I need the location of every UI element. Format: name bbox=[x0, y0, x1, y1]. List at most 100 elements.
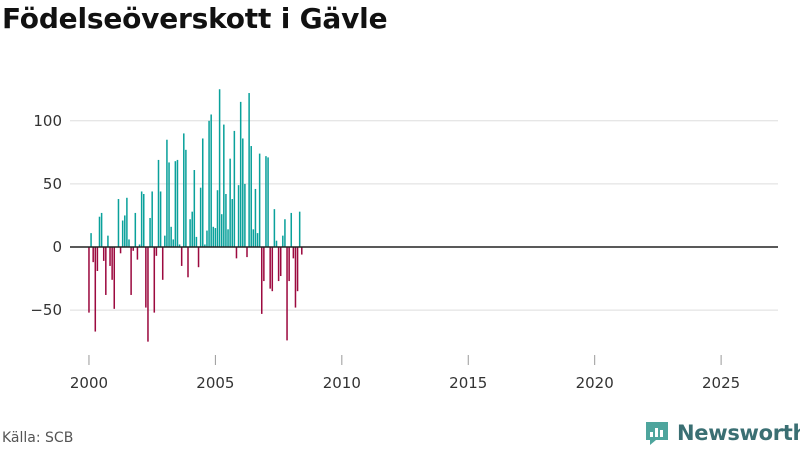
bar bbox=[164, 235, 166, 247]
bar bbox=[147, 247, 149, 342]
bar bbox=[92, 247, 94, 263]
newsworthy-logo-icon bbox=[646, 422, 668, 445]
bar bbox=[260, 247, 263, 314]
bar bbox=[273, 209, 276, 247]
bar bbox=[195, 236, 198, 247]
bar bbox=[105, 247, 107, 295]
bar bbox=[187, 247, 189, 278]
bar-chart: −50 0 50 100 2000 2005 2010 2015 2020 2025 bbox=[30, 89, 778, 392]
bar bbox=[155, 247, 158, 256]
bar bbox=[113, 247, 116, 309]
y-tick-label: −50 bbox=[30, 301, 62, 319]
x-tick-label: 2020 bbox=[576, 374, 614, 392]
bar bbox=[180, 247, 183, 266]
bar bbox=[279, 247, 282, 277]
bar bbox=[265, 156, 267, 247]
bar bbox=[166, 139, 168, 247]
bar bbox=[174, 161, 177, 247]
bar bbox=[189, 219, 191, 247]
bar bbox=[254, 188, 257, 247]
bar bbox=[301, 247, 303, 255]
bar bbox=[263, 247, 265, 282]
bar bbox=[136, 247, 139, 260]
bar bbox=[277, 247, 280, 282]
bar bbox=[140, 191, 143, 247]
bar bbox=[132, 247, 134, 251]
bar bbox=[246, 247, 248, 258]
bars bbox=[88, 89, 303, 342]
y-axis-labels: −50 0 50 100 bbox=[30, 112, 62, 319]
x-axis-labels: 2000 2005 2010 2015 2020 2025 bbox=[70, 374, 740, 392]
bar bbox=[235, 247, 238, 259]
bar bbox=[109, 247, 111, 266]
bar bbox=[252, 229, 255, 247]
bar bbox=[197, 247, 200, 268]
bar bbox=[208, 120, 210, 247]
bar bbox=[119, 247, 122, 254]
bar bbox=[290, 212, 293, 247]
bar bbox=[244, 183, 246, 247]
bar bbox=[100, 212, 103, 247]
bar bbox=[96, 247, 99, 271]
bar bbox=[212, 226, 215, 247]
bar bbox=[227, 229, 229, 247]
bar bbox=[126, 197, 128, 247]
bar bbox=[204, 244, 206, 247]
bar bbox=[218, 89, 221, 247]
bar bbox=[161, 247, 164, 280]
bar bbox=[256, 233, 259, 247]
bar bbox=[193, 170, 196, 247]
bar bbox=[153, 247, 156, 313]
bar bbox=[88, 247, 90, 313]
bar bbox=[239, 101, 242, 248]
bar bbox=[214, 228, 217, 247]
bar bbox=[286, 247, 288, 341]
x-tick-label: 2015 bbox=[449, 374, 487, 392]
bar bbox=[151, 191, 153, 247]
bar bbox=[296, 247, 299, 292]
bar bbox=[292, 247, 295, 259]
bar bbox=[107, 235, 109, 247]
gridlines bbox=[70, 120, 778, 311]
y-tick-label: 50 bbox=[43, 175, 62, 193]
x-axis-ticks bbox=[88, 355, 722, 365]
bar bbox=[237, 185, 240, 247]
bar bbox=[117, 199, 120, 247]
bar bbox=[170, 226, 172, 247]
bar bbox=[271, 247, 274, 292]
bar bbox=[98, 216, 101, 247]
bar bbox=[191, 211, 193, 247]
bar bbox=[231, 199, 234, 247]
bar bbox=[157, 159, 160, 247]
bar bbox=[183, 133, 185, 247]
bar bbox=[242, 138, 244, 247]
x-tick-label: 2010 bbox=[323, 374, 361, 392]
bar bbox=[282, 235, 284, 247]
bar bbox=[185, 149, 187, 247]
bar bbox=[134, 212, 137, 247]
bar bbox=[284, 219, 286, 247]
bar bbox=[159, 191, 162, 247]
bar bbox=[233, 130, 236, 247]
bar bbox=[269, 247, 271, 289]
bar bbox=[168, 162, 170, 247]
bar bbox=[288, 247, 290, 282]
bar bbox=[124, 215, 126, 247]
bar bbox=[267, 157, 269, 247]
bar bbox=[138, 244, 141, 247]
bar bbox=[111, 247, 113, 280]
bar bbox=[172, 239, 175, 247]
bar bbox=[94, 247, 97, 332]
bar bbox=[298, 211, 301, 247]
x-tick-label: 2000 bbox=[70, 374, 108, 392]
brand-logo: Newsworthy bbox=[643, 418, 800, 448]
x-tick-label: 2025 bbox=[702, 374, 740, 392]
bar bbox=[142, 194, 145, 247]
bar bbox=[275, 240, 278, 247]
x-tick-label: 2005 bbox=[196, 374, 234, 392]
bar bbox=[102, 247, 105, 261]
bar bbox=[176, 159, 179, 247]
bar bbox=[216, 190, 219, 247]
chart-title: Födelseöverskott i Gävle bbox=[2, 2, 388, 35]
bar bbox=[199, 187, 202, 247]
